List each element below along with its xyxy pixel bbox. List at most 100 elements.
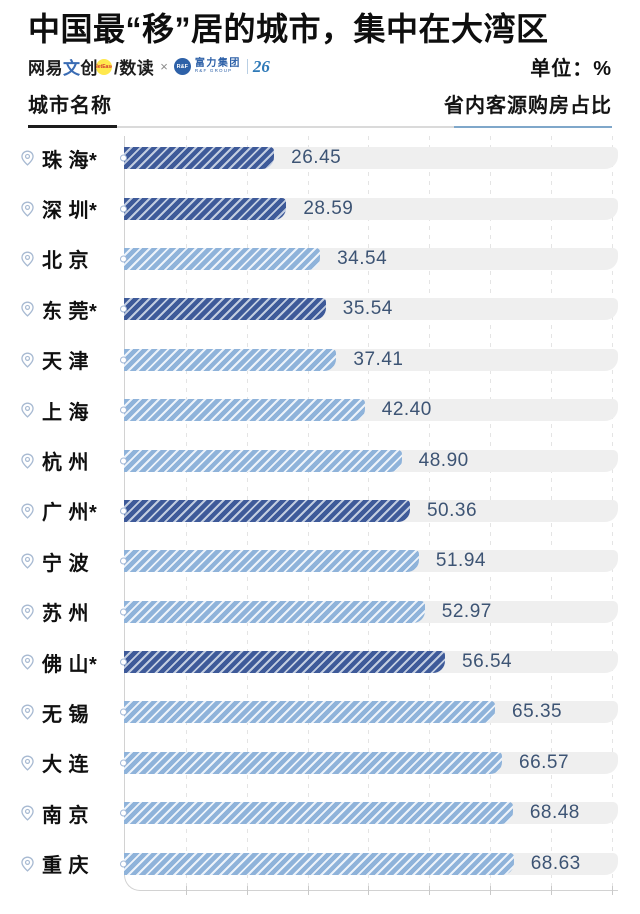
row-label: 无 锡 [20, 698, 124, 727]
brand-logos: 网易文创 NetEase /数读 × R&F 富力集团 R&F GROUP 26 [28, 54, 270, 79]
bar-zone: 42.40 [120, 399, 618, 422]
row-label: 南 京 [20, 799, 124, 828]
anniversary-logo: 26 [252, 56, 270, 76]
row-label: 佛 山* [20, 648, 124, 677]
unit-label: 单位：% [530, 58, 612, 80]
city-name: 上 海 [42, 401, 90, 424]
row-label: 苏 州 [20, 597, 124, 626]
location-pin-icon [20, 402, 35, 418]
city-name: 南 京 [42, 804, 90, 827]
bar-highlighted [124, 197, 287, 220]
bar-start-marker [120, 154, 127, 162]
value-label: 56.54 [462, 651, 513, 673]
bar-start-marker [120, 809, 127, 817]
bar-zone: 28.59 [120, 197, 618, 220]
value-label: 42.40 [381, 399, 432, 421]
city-name: 杭 州 [42, 452, 90, 475]
chart-row: 北 京 34.54 [20, 234, 618, 284]
chart: 珠 海* 26.45 深 圳* 28.59 北 京 34.54 东 莞* 35.54 天 津 37… [20, 133, 618, 899]
bar-start-marker [120, 255, 127, 263]
bar-highlighted [124, 651, 446, 674]
header-rule-dark [28, 125, 117, 128]
bar-start-marker [120, 205, 127, 213]
city-name: 北 京 [42, 250, 90, 273]
row-label: 深 圳* [20, 194, 124, 223]
location-pin-icon [20, 352, 35, 368]
bar [124, 247, 321, 270]
value-label: 68.63 [530, 852, 581, 874]
location-pin-icon [20, 553, 35, 570]
bar-start-marker [120, 305, 127, 313]
location-pin-icon [20, 604, 35, 620]
bar [124, 449, 402, 472]
bar-zone: 56.54 [120, 651, 618, 674]
value-label: 26.45 [291, 147, 342, 169]
bar-start-marker [120, 356, 127, 364]
row-label: 北 京 [20, 244, 124, 273]
bar-start-marker [120, 557, 127, 565]
chart-row: 重 庆 68.63 [20, 838, 618, 888]
row-label: 东 莞* [20, 295, 124, 324]
city-name: 广 州* [42, 502, 98, 525]
bar-start-marker [120, 457, 127, 465]
value-label: 52.97 [441, 600, 492, 622]
column-header-ratio: 省内客源购房占比 [444, 95, 612, 117]
value-label: 35.54 [342, 298, 393, 320]
header-rule-gray [117, 125, 454, 128]
chart-row: 天 津 37.41 [20, 335, 618, 385]
location-pin-icon [20, 805, 35, 821]
bar-zone: 52.97 [120, 600, 618, 623]
chart-row: 苏 州 52.97 [20, 587, 618, 637]
location-pin-icon [20, 704, 35, 721]
city-name: 宁 波 [42, 552, 90, 575]
page-title: 中国最“移”居的城市，集中在大湾区 [28, 11, 549, 47]
axis-tick [429, 886, 431, 895]
multiply-sign: × [160, 59, 168, 74]
bar-highlighted [124, 147, 275, 170]
row-label: 广 州* [20, 496, 124, 525]
bar [124, 399, 365, 422]
city-name: 无 锡 [42, 703, 90, 726]
chart-row: 宁 波 51.94 [20, 536, 618, 586]
bar-start-marker [120, 759, 127, 767]
bar [124, 802, 513, 825]
location-pin-icon [20, 150, 35, 166]
bar-start-marker [120, 658, 127, 666]
bar-zone: 51.94 [120, 550, 618, 573]
bar [124, 348, 337, 371]
chart-row: 珠 海* 26.45 [20, 133, 618, 183]
axis-tick [185, 886, 187, 895]
value-label: 37.41 [353, 348, 404, 370]
shudu-logo: /数读 [114, 59, 155, 78]
bar [124, 751, 502, 774]
bar [124, 550, 419, 573]
axis-tick [611, 886, 613, 895]
row-label: 珠 海* [20, 144, 124, 173]
bar-highlighted [124, 499, 410, 522]
city-name: 重 庆 [42, 855, 90, 878]
logo-divider [246, 59, 248, 74]
chart-row: 深 圳* 28.59 [20, 183, 618, 233]
location-pin-icon [20, 301, 35, 318]
bar-zone: 50.36 [120, 499, 618, 522]
bar-start-marker [120, 406, 127, 414]
bar-zone: 37.41 [120, 348, 618, 371]
value-label: 48.90 [418, 449, 469, 471]
row-label: 上 海 [20, 396, 124, 425]
location-pin-icon [20, 453, 35, 469]
value-label: 34.54 [337, 247, 388, 269]
city-name: 天 津 [42, 351, 90, 374]
bar-start-marker [120, 608, 127, 616]
chart-row: 无 锡 65.35 [20, 687, 618, 737]
netease-wenchuang-logo: 网易文创 [28, 59, 98, 78]
bar [124, 600, 425, 623]
bar-zone: 34.54 [120, 247, 618, 270]
bar-zone: 66.57 [120, 751, 618, 774]
bar [124, 701, 496, 724]
city-name: 珠 海* [42, 149, 98, 172]
row-label: 天 津 [20, 345, 124, 374]
city-name: 佛 山* [42, 653, 98, 676]
chart-row: 上 海 42.40 [20, 385, 618, 435]
value-label: 65.35 [512, 701, 563, 723]
bar-zone: 48.90 [120, 449, 618, 472]
